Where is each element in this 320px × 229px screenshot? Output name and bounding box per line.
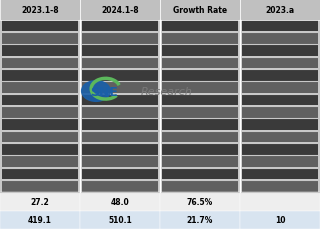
FancyBboxPatch shape [240, 0, 320, 21]
FancyBboxPatch shape [2, 131, 78, 143]
FancyBboxPatch shape [162, 143, 238, 155]
Text: 27.2: 27.2 [31, 197, 49, 206]
FancyBboxPatch shape [160, 211, 240, 229]
Text: 510.1: 510.1 [108, 215, 132, 224]
FancyBboxPatch shape [82, 70, 158, 81]
FancyBboxPatch shape [242, 21, 318, 32]
FancyBboxPatch shape [2, 94, 78, 106]
Circle shape [82, 81, 110, 102]
FancyBboxPatch shape [162, 106, 238, 118]
FancyBboxPatch shape [162, 119, 238, 130]
FancyBboxPatch shape [0, 211, 80, 229]
FancyBboxPatch shape [80, 192, 160, 211]
FancyBboxPatch shape [82, 168, 158, 179]
FancyBboxPatch shape [242, 70, 318, 81]
FancyBboxPatch shape [162, 94, 238, 106]
FancyBboxPatch shape [162, 155, 238, 167]
FancyBboxPatch shape [82, 33, 158, 44]
FancyBboxPatch shape [2, 21, 78, 32]
Text: 2023.a: 2023.a [265, 6, 295, 15]
FancyBboxPatch shape [242, 180, 318, 192]
FancyBboxPatch shape [240, 192, 320, 211]
FancyBboxPatch shape [82, 21, 158, 32]
Text: 2024.1-8: 2024.1-8 [101, 6, 139, 15]
FancyBboxPatch shape [242, 82, 318, 93]
FancyBboxPatch shape [242, 57, 318, 69]
FancyBboxPatch shape [162, 70, 238, 81]
FancyBboxPatch shape [2, 168, 78, 179]
FancyBboxPatch shape [2, 33, 78, 44]
FancyBboxPatch shape [162, 33, 238, 44]
FancyBboxPatch shape [162, 180, 238, 192]
FancyBboxPatch shape [162, 21, 238, 32]
FancyBboxPatch shape [82, 119, 158, 130]
Text: 419.1: 419.1 [28, 215, 52, 224]
FancyBboxPatch shape [242, 155, 318, 167]
FancyBboxPatch shape [82, 82, 158, 93]
FancyBboxPatch shape [242, 33, 318, 44]
FancyBboxPatch shape [162, 168, 238, 179]
FancyBboxPatch shape [80, 211, 160, 229]
Text: 21.7%: 21.7% [187, 215, 213, 224]
FancyBboxPatch shape [162, 45, 238, 57]
FancyBboxPatch shape [82, 106, 158, 118]
FancyBboxPatch shape [82, 94, 158, 106]
FancyBboxPatch shape [2, 119, 78, 130]
FancyBboxPatch shape [162, 131, 238, 143]
FancyBboxPatch shape [242, 143, 318, 155]
FancyBboxPatch shape [242, 45, 318, 57]
FancyBboxPatch shape [82, 143, 158, 155]
FancyBboxPatch shape [162, 82, 238, 93]
FancyBboxPatch shape [160, 0, 240, 21]
FancyBboxPatch shape [2, 155, 78, 167]
FancyBboxPatch shape [2, 106, 78, 118]
FancyBboxPatch shape [2, 45, 78, 57]
FancyBboxPatch shape [2, 82, 78, 93]
FancyBboxPatch shape [2, 57, 78, 69]
Text: 2023.1-8: 2023.1-8 [21, 6, 59, 15]
FancyBboxPatch shape [80, 0, 160, 21]
FancyBboxPatch shape [242, 131, 318, 143]
FancyBboxPatch shape [162, 57, 238, 69]
Text: 48.0: 48.0 [111, 197, 129, 206]
FancyBboxPatch shape [2, 70, 78, 81]
Text: 10: 10 [275, 215, 285, 224]
Text: Growth Rate: Growth Rate [173, 6, 227, 15]
FancyBboxPatch shape [160, 192, 240, 211]
Text: SNE: SNE [90, 85, 118, 98]
Text: Research: Research [140, 87, 192, 97]
FancyBboxPatch shape [82, 131, 158, 143]
FancyBboxPatch shape [242, 119, 318, 130]
FancyBboxPatch shape [82, 57, 158, 69]
FancyBboxPatch shape [242, 106, 318, 118]
FancyBboxPatch shape [0, 0, 80, 21]
FancyBboxPatch shape [2, 143, 78, 155]
FancyBboxPatch shape [82, 45, 158, 57]
Text: 76.5%: 76.5% [187, 197, 213, 206]
FancyBboxPatch shape [240, 211, 320, 229]
FancyBboxPatch shape [242, 94, 318, 106]
FancyBboxPatch shape [2, 180, 78, 192]
FancyBboxPatch shape [82, 180, 158, 192]
FancyBboxPatch shape [0, 192, 80, 211]
FancyBboxPatch shape [242, 168, 318, 179]
FancyBboxPatch shape [82, 155, 158, 167]
